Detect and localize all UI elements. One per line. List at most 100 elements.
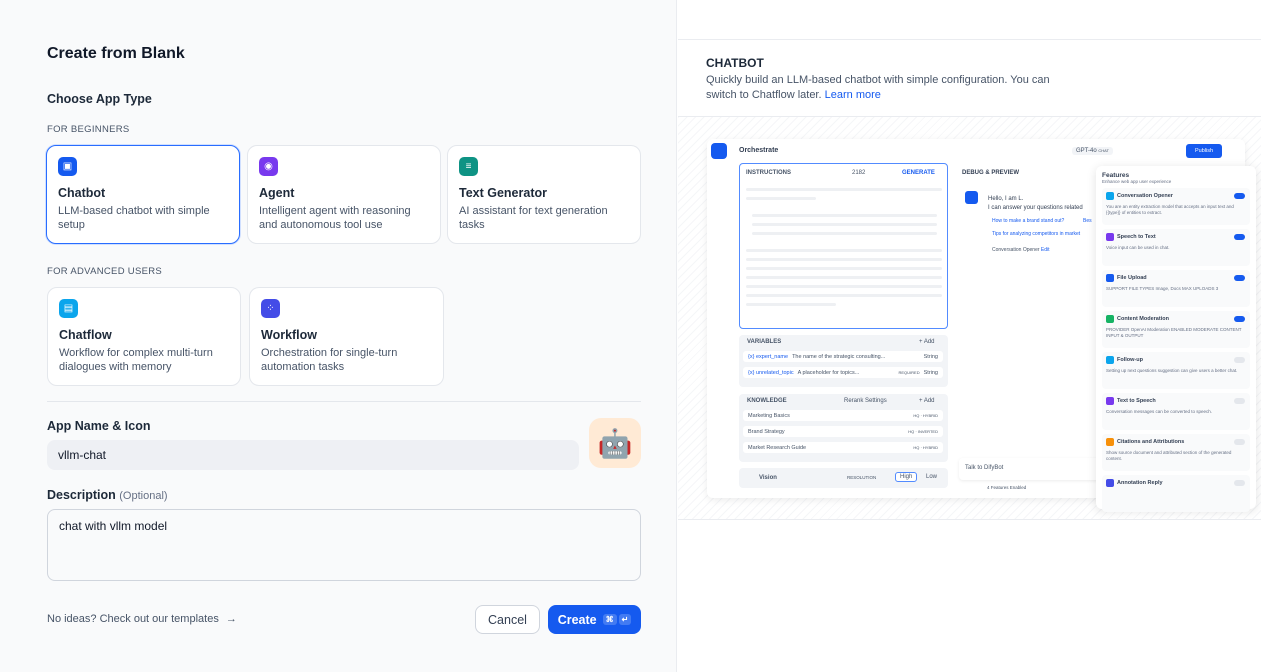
- app-type-agent[interactable]: ◉ Agent Intelligent agent with reasoning…: [247, 145, 441, 244]
- card-desc: AI assistant for text generation tasks: [459, 205, 608, 231]
- feature-toggle: [1234, 234, 1245, 240]
- high-option: High: [895, 472, 918, 482]
- greeting: Hello, I am L.: [988, 196, 1024, 202]
- app-type-chatbot[interactable]: ▣ Chatbot LLM-based chatbot with simple …: [46, 145, 240, 244]
- feature-name: Citations and Attributions: [1117, 439, 1185, 445]
- instructions-label: INSTRUCTIONS: [746, 170, 791, 176]
- feature-icon: [1106, 479, 1114, 487]
- opener-label: Conversation Opener: [992, 247, 1040, 253]
- var-type: String: [923, 353, 938, 360]
- low-option: Low: [926, 474, 938, 480]
- divider: [678, 39, 1261, 40]
- doc-name: Market Research Guide: [748, 444, 807, 451]
- feature-desc: Conversation messages can be converted t…: [1106, 409, 1213, 414]
- app-name-label: App Name & Icon: [47, 419, 151, 433]
- feature-toggle: [1234, 439, 1245, 445]
- learn-more-link[interactable]: Learn more: [824, 89, 881, 101]
- preview-description: Quickly build an LLM-based chatbot with …: [706, 73, 1056, 103]
- card-desc: LLM-based chatbot with simple setup: [58, 205, 210, 231]
- text-generator-icon: ≡: [459, 157, 478, 176]
- suggested-question-truncated: Bes: [1083, 218, 1092, 224]
- feature-icon: [1106, 397, 1114, 405]
- app-type-workflow[interactable]: ⁘ Workflow Orchestration for single-turn…: [249, 287, 444, 386]
- feature-toggle: [1234, 193, 1245, 199]
- publish-button: Publish: [1186, 144, 1222, 158]
- enter-key-icon: ↵: [618, 614, 632, 625]
- doc-tag: HQ · HYBRID: [913, 413, 938, 418]
- debug-preview-label: DEBUG & PREVIEW: [962, 170, 1020, 176]
- var-desc: The name of the strategic consulting...: [792, 353, 886, 360]
- instructions-box: INSTRUCTIONS 2182 GENERATE: [739, 163, 948, 329]
- model-selector: GPT-4o CHAT: [1072, 147, 1113, 155]
- feature-item: Content Moderation PROVIDER OpenAI Modera…: [1102, 311, 1250, 348]
- bot-avatar-icon: [965, 191, 978, 204]
- agent-icon: ◉: [259, 157, 278, 176]
- preview-panel: CHATBOT Quickly build an LLM-based chatb…: [678, 0, 1261, 672]
- card-name: Agent: [259, 186, 295, 200]
- feature-toggle: [1234, 398, 1245, 404]
- suggested-question: How to make a brand stand out?: [992, 218, 1065, 224]
- feature-toggle: [1234, 316, 1245, 322]
- resolution-label: RESOLUTION: [847, 475, 877, 480]
- feature-icon: [1106, 192, 1114, 200]
- variables-section: VARIABLES + Add {x} expert_name The name …: [739, 335, 948, 387]
- vision-section: Vision RESOLUTION High Low: [739, 468, 948, 488]
- cmd-key-icon: ⌘: [602, 614, 617, 625]
- doc-name: Brand Strategy: [748, 428, 785, 435]
- feature-item: Speech to Text Voice input can be used in…: [1102, 229, 1250, 266]
- feature-icon: [1106, 274, 1114, 282]
- description-textarea[interactable]: chat with vllm model: [47, 509, 641, 581]
- features-enabled: 4 Features Enabled: [987, 485, 1027, 490]
- app-icon-picker[interactable]: 🤖: [589, 418, 641, 468]
- app-type-chatflow[interactable]: ▤ Chatflow Workflow for complex multi-tu…: [47, 287, 241, 386]
- feature-toggle: [1234, 357, 1245, 363]
- features-title: Features: [1102, 172, 1130, 179]
- templates-link[interactable]: No ideas? Check out our templates →: [47, 613, 237, 625]
- rerank-settings: Rerank Settings: [844, 398, 887, 404]
- doc-name: Marketing Basics: [748, 412, 790, 419]
- feature-toggle: [1234, 275, 1245, 281]
- add-variable: + Add: [919, 339, 935, 345]
- dialog-title: Create from Blank: [47, 45, 185, 62]
- instructions-count: 2182: [852, 170, 866, 176]
- feature-item: File Upload SUPPORT FILE TYPES Image, Doc…: [1102, 270, 1250, 307]
- feature-toggle: [1234, 480, 1245, 486]
- feature-name: Text to Speech: [1117, 398, 1156, 404]
- feature-icon: [1106, 438, 1114, 446]
- features-list: Conversation Opener You are an entity ext…: [1102, 188, 1250, 512]
- feature-icon: [1106, 315, 1114, 323]
- edit-link: Edit: [1040, 247, 1050, 253]
- feature-name: File Upload: [1117, 275, 1147, 281]
- feature-desc: Show source document and attributed sect…: [1106, 450, 1232, 461]
- feature-desc: SUPPORT FILE TYPES Image, Docs MAX UPLOA…: [1106, 286, 1219, 291]
- feature-name: Conversation Opener: [1117, 193, 1173, 199]
- feature-desc: Voice input can be used in chat.: [1106, 245, 1170, 250]
- app-name-input[interactable]: vllm-chat: [47, 440, 579, 470]
- feature-item: Follow-up Setting up next questions sugge…: [1102, 352, 1250, 389]
- generate-button: GENERATE: [902, 170, 935, 176]
- feature-name: Follow-up: [1117, 357, 1143, 363]
- preview-desc-text: Quickly build an LLM-based chatbot with …: [706, 74, 1050, 101]
- preview-heading: CHATBOT: [706, 56, 764, 70]
- feature-name: Speech to Text: [1117, 234, 1156, 240]
- feature-desc: You are an entity extraction model that …: [1106, 204, 1234, 215]
- create-button[interactable]: Create ⌘ ↵: [548, 605, 641, 634]
- variables-label: VARIABLES: [747, 339, 782, 345]
- card-name: Chatflow: [59, 328, 112, 342]
- feature-item: Conversation Opener You are an entity ext…: [1102, 188, 1250, 225]
- feature-desc: Setting up next questions suggestion can…: [1106, 368, 1238, 373]
- preview-image-area: Orchestrate GPT-4o CHAT Publish INSTRUCT…: [678, 116, 1261, 520]
- card-desc: Workflow for complex multi-turn dialogue…: [59, 347, 213, 373]
- cancel-button[interactable]: Cancel: [475, 605, 540, 634]
- vision-label: Vision: [759, 475, 777, 481]
- features-subtitle: Enhance web app user experience: [1102, 179, 1172, 184]
- suggested-question: Tips for analyzing competitors in market: [992, 231, 1081, 237]
- feature-name: Annotation Reply: [1117, 480, 1163, 486]
- card-desc: Orchestration for single-turn automation…: [261, 347, 398, 373]
- knowledge-section: KNOWLEDGE Rerank Settings + Add Marketin…: [739, 394, 948, 462]
- var-desc: A placeholder for topics...: [797, 369, 860, 376]
- app-type-text-generator[interactable]: ≡ Text Generator AI assistant for text g…: [447, 145, 641, 244]
- card-desc: Intelligent agent with reasoning and aut…: [259, 205, 411, 231]
- features-panel: Features Enhance web app user experience…: [1096, 166, 1256, 512]
- chat-input: Talk to DifyBot: [959, 458, 1119, 480]
